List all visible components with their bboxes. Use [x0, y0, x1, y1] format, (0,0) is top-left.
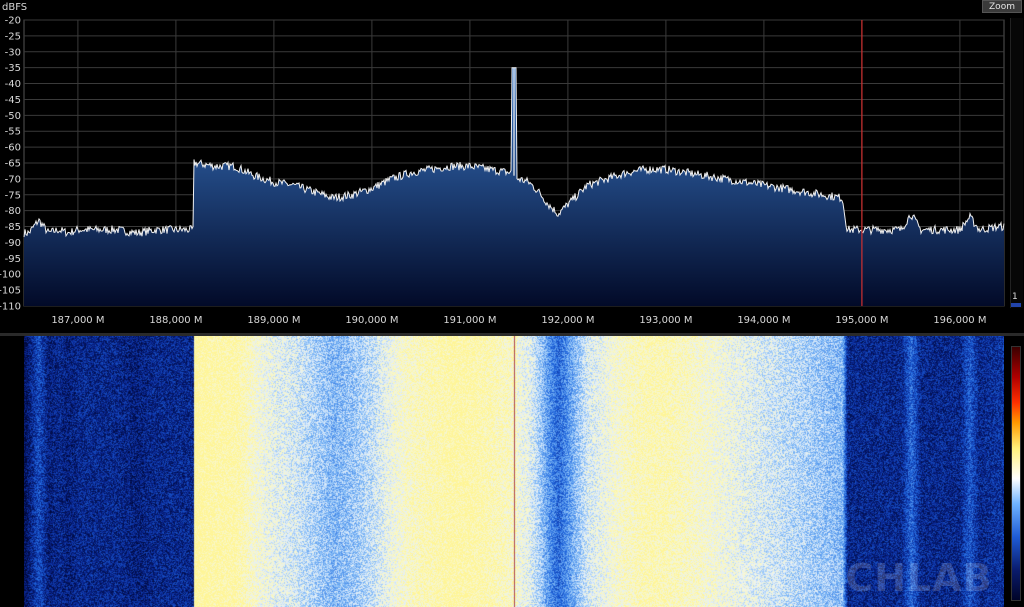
slider-value: 1: [1012, 292, 1018, 302]
y-tick-label: -50: [5, 111, 21, 122]
spectrum-fill: [24, 67, 1004, 306]
x-tick-label: 188,000 M: [149, 315, 202, 326]
level-slider[interactable]: [1010, 18, 1023, 308]
y-tick-label: -90: [5, 238, 21, 249]
waterfall-color-scale[interactable]: [1011, 346, 1021, 601]
y-tick-label: -25: [5, 31, 21, 42]
x-tick-label: 196,000 M: [933, 315, 986, 326]
x-tick-label: 189,000 M: [247, 315, 300, 326]
y-unit-label: dBFS: [2, 2, 28, 13]
panel-splitter[interactable]: [0, 333, 1024, 336]
x-tick-label: 187,000 M: [51, 315, 104, 326]
x-tick-label: 191,000 M: [443, 315, 496, 326]
waterfall-display[interactable]: [24, 336, 1004, 607]
y-tick-label: -70: [5, 174, 21, 185]
y-tick-label: -20: [5, 16, 21, 27]
y-tick-label: -60: [5, 143, 21, 154]
y-tick-label: -30: [5, 47, 21, 58]
y-tick-label: -110: [0, 302, 21, 313]
y-tick-label: -40: [5, 79, 21, 90]
x-tick-label: 193,000 M: [639, 315, 692, 326]
y-tick-label: -85: [5, 222, 21, 233]
y-tick-label: -95: [5, 254, 21, 265]
x-tick-label: 195,000 M: [835, 315, 888, 326]
x-tick-label: 194,000 M: [737, 315, 790, 326]
y-tick-label: -35: [5, 63, 21, 74]
fft-plot[interactable]: -20 -25 -30 -35 -40 -45 -50 -55 -60 -65 -70 -75 -80 -…: [0, 0, 1024, 333]
y-tick-label: -80: [5, 206, 21, 217]
y-tick-label: -100: [0, 270, 21, 281]
y-tick-label: -105: [0, 286, 21, 297]
spectrum-panel[interactable]: -20 -25 -30 -35 -40 -45 -50 -55 -60 -65 -70 -75 -80 -…: [0, 0, 1024, 333]
x-tick-label: 192,000 M: [541, 315, 594, 326]
y-tick-label: -55: [5, 127, 21, 138]
y-tick-label: -65: [5, 159, 21, 170]
waterfall-left-margin: [0, 336, 24, 607]
y-tick-label: -75: [5, 190, 21, 201]
slider-thumb[interactable]: [1011, 303, 1021, 307]
zoom-button[interactable]: Zoom: [982, 0, 1022, 13]
y-tick-label: -45: [5, 95, 21, 106]
x-tick-label: 190,000 M: [345, 315, 398, 326]
watermark-text: BYTECHLAB: [735, 556, 993, 600]
